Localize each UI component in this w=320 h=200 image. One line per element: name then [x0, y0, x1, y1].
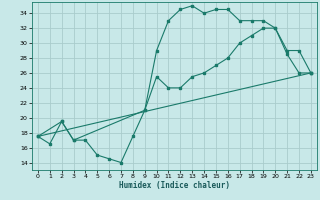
X-axis label: Humidex (Indice chaleur): Humidex (Indice chaleur)	[119, 181, 230, 190]
